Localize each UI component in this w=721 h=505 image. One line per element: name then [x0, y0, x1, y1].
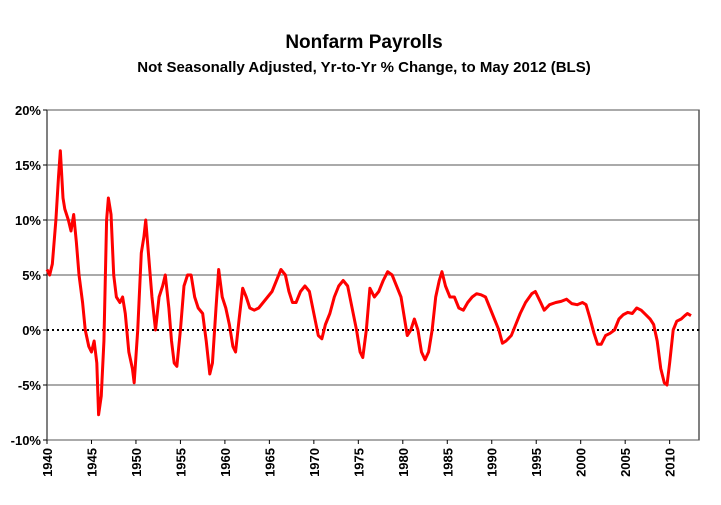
x-tick-label: 1970 — [307, 448, 322, 477]
x-tick-label: 1965 — [262, 448, 277, 477]
x-tick-label: 1940 — [40, 448, 55, 477]
y-tick-label: 10% — [15, 213, 41, 228]
x-tick-label: 2000 — [574, 448, 589, 477]
x-tick-label: 1950 — [129, 448, 144, 477]
x-tick-label: 1980 — [396, 448, 411, 477]
x-tick-label: 1995 — [529, 448, 544, 477]
x-tick-label: 1960 — [218, 448, 233, 477]
x-tick-label: 2010 — [663, 448, 678, 477]
y-tick-label: 5% — [22, 268, 41, 283]
y-tick-label: 15% — [15, 158, 41, 173]
x-tick-label: 1990 — [485, 448, 500, 477]
chart-title: Nonfarm Payrolls — [285, 32, 442, 53]
y-tick-label: 20% — [15, 103, 41, 118]
x-tick-label: 1985 — [440, 448, 455, 477]
line-series — [45, 149, 692, 417]
x-tick-label: 1955 — [173, 448, 188, 477]
x-tick-label: 1975 — [351, 448, 366, 477]
y-tick-label: 0% — [22, 323, 41, 338]
chart-subtitle: Not Seasonally Adjusted, Yr-to-Yr % Chan… — [137, 59, 590, 76]
y-tick-label: -5% — [18, 378, 42, 393]
x-tick-label: 2005 — [618, 448, 633, 477]
y-tick-label: -10% — [11, 433, 42, 448]
x-tick-label: 1945 — [84, 448, 99, 477]
